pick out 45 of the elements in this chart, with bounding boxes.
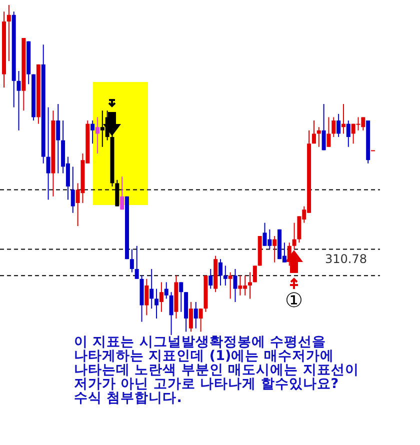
candlestick [120, 176, 124, 210]
candlestick [341, 104, 346, 134]
candlestick [90, 120, 95, 144]
candlestick [218, 258, 222, 286]
annotation: 310.78 [325, 252, 367, 266]
candlestick [252, 265, 257, 283]
candlestick [272, 236, 277, 263]
annotation: 이 지표는 시그널발생확정봉에 수평선을 [74, 334, 326, 350]
candlestick [154, 288, 159, 319]
candlestick [95, 116, 100, 154]
candlestick [336, 113, 341, 138]
candlestick [208, 268, 213, 290]
candlestick [287, 242, 292, 266]
candlestick [233, 268, 238, 302]
candlestick [248, 272, 252, 300]
candlestick [70, 166, 75, 214]
candlestick [228, 272, 232, 300]
candlestick [223, 265, 228, 286]
candlestick [169, 292, 174, 336]
text: 저가가 아닌 고가로 나타나게 할수있나요? [74, 376, 339, 392]
text: 나타게하는 지표인데 (1)에는 매수저가에 [74, 348, 334, 364]
candlestick [332, 116, 336, 138]
candlestick [150, 268, 154, 310]
annotation: ① [285, 288, 303, 312]
candlestick [56, 104, 60, 174]
text: 수식 첨부합니다. [74, 390, 182, 406]
candlestick [46, 106, 50, 200]
candlestick [312, 120, 316, 144]
candlestick [179, 282, 184, 312]
candlestick [134, 245, 139, 280]
candlestick [198, 308, 203, 332]
candlestick [130, 248, 134, 273]
candlestick [346, 120, 350, 148]
candlestick [6, 4, 11, 62]
text: 나타는데 노란색 부분인 매도시에는 지표선이 [74, 362, 359, 378]
candlestick [316, 126, 321, 148]
candlestick [292, 222, 296, 250]
candlestick [326, 116, 331, 148]
candlestick [144, 278, 149, 316]
candlestick [159, 282, 164, 312]
candlestick [194, 302, 198, 329]
candlestick [188, 302, 193, 332]
candlestick [322, 104, 326, 151]
candlestick [164, 282, 168, 300]
candlestick [16, 70, 21, 131]
